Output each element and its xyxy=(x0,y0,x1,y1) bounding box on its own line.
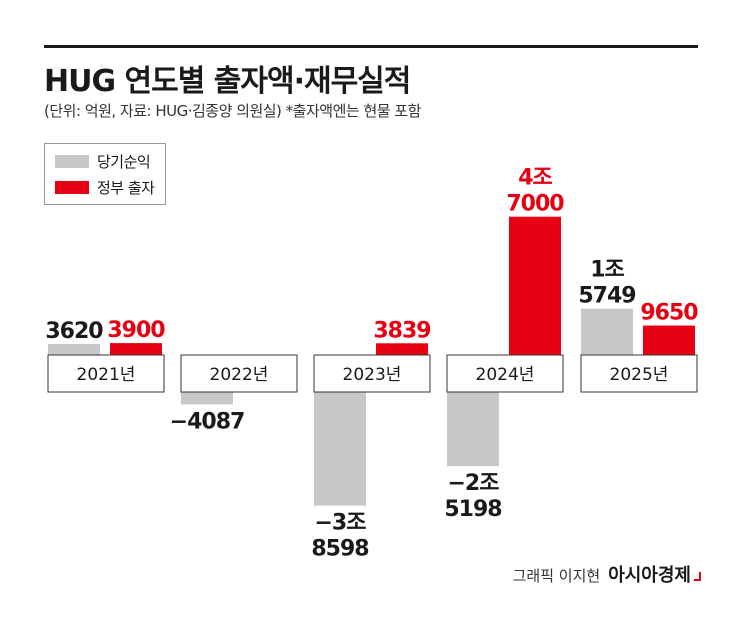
value-label: 9650 xyxy=(640,301,698,326)
chart-title: HUG 연도별 출자액·재무실적 xyxy=(44,64,411,99)
value-label: −2조 xyxy=(448,471,500,496)
credit-brand: 아시아경제 xyxy=(608,565,691,586)
value-label: 5198 xyxy=(444,497,501,522)
bar-net-income-2021년 xyxy=(48,343,100,355)
legend-swatch-net-income xyxy=(55,154,89,168)
category-box xyxy=(580,354,698,393)
value-label: 3839 xyxy=(373,318,430,343)
legend-item-gov-investment: 정부 출자 xyxy=(55,176,155,198)
bar-gov-investment-2023년 xyxy=(376,343,428,355)
value-label: 1조 xyxy=(590,258,624,283)
brand-mark-icon xyxy=(694,572,701,581)
value-label: 5749 xyxy=(578,284,635,309)
bar-gov-investment-2024년 xyxy=(509,216,561,355)
title-rule xyxy=(44,45,698,48)
value-label: 4조 xyxy=(518,166,552,191)
bar-net-income-2025년 xyxy=(581,308,633,355)
legend-swatch-gov-investment xyxy=(55,180,89,194)
credit-text: 그래픽 이지현 xyxy=(512,567,601,585)
bar-net-income-2023년 xyxy=(314,392,366,506)
bar-gov-investment-2021년 xyxy=(110,343,162,355)
value-label: 3900 xyxy=(107,318,165,343)
value-label: 3620 xyxy=(45,319,103,344)
value-label: 8598 xyxy=(311,537,368,562)
category-label: 2025년 xyxy=(610,365,669,385)
chart-subtitle: (단위: 억원, 자료: HUG·김종양 의원실) *출자액엔는 현물 포함 xyxy=(44,102,421,120)
legend-label-net-income: 당기순익 xyxy=(97,152,151,171)
bar-net-income-2024년 xyxy=(447,392,499,467)
value-label: −4087 xyxy=(170,409,245,434)
category-box xyxy=(313,354,431,393)
category-label: 2024년 xyxy=(476,365,535,385)
bar-gov-investment-2025년 xyxy=(643,325,695,355)
value-label: −3조 xyxy=(315,511,367,536)
value-label: 7000 xyxy=(506,192,564,217)
category-label: 2023년 xyxy=(343,365,402,385)
legend-label-gov-investment: 정부 출자 xyxy=(97,178,155,197)
category-box xyxy=(180,354,298,393)
credit: 그래픽 이지현 아시아경제 xyxy=(513,561,701,587)
category-box xyxy=(446,354,564,393)
bar-net-income-2022년 xyxy=(181,392,233,405)
category-box xyxy=(47,354,165,393)
legend: 당기순익 정부 출자 xyxy=(44,143,166,205)
category-label: 2021년 xyxy=(77,365,136,385)
category-label: 2022년 xyxy=(210,365,269,385)
legend-item-net-income: 당기순익 xyxy=(55,150,151,172)
